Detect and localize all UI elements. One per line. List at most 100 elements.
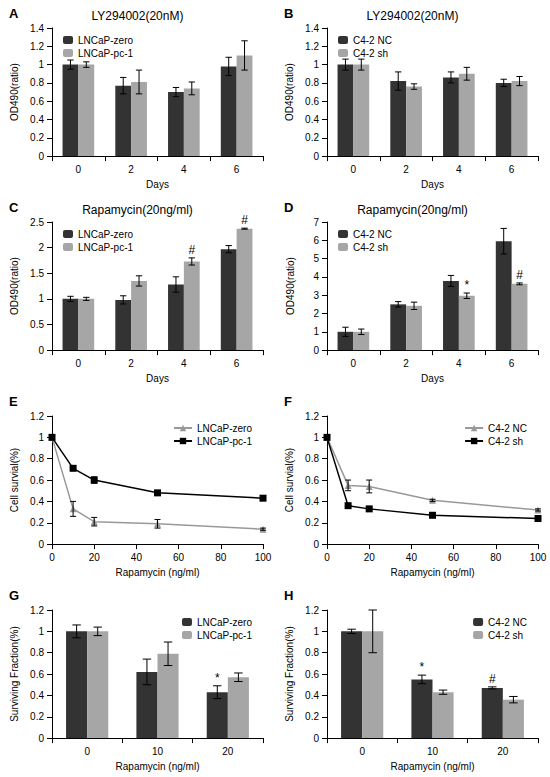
- svg-text:C4-2 NC: C4-2 NC: [353, 35, 392, 46]
- svg-text:1.2: 1.2: [30, 41, 44, 52]
- svg-text:6: 6: [313, 235, 319, 246]
- svg-text:C4-2 NC: C4-2 NC: [488, 617, 527, 628]
- svg-text:1: 1: [313, 326, 319, 337]
- svg-text:20: 20: [89, 552, 101, 563]
- svg-text:Days: Days: [146, 179, 169, 190]
- svg-text:#: #: [516, 268, 523, 282]
- svg-text:C4-2 sh: C4-2 sh: [488, 436, 523, 447]
- svg-text:40: 40: [406, 552, 418, 563]
- svg-text:6: 6: [234, 164, 240, 175]
- svg-text:Surviving Fraction(%): Surviving Fraction(%): [284, 626, 295, 722]
- svg-text:1: 1: [313, 59, 319, 70]
- svg-text:0.4: 0.4: [305, 690, 319, 701]
- svg-text:LNCaP-zero: LNCaP-zero: [78, 35, 133, 46]
- svg-text:1.2: 1.2: [305, 411, 319, 422]
- svg-text:0: 0: [351, 164, 357, 175]
- svg-text:LNCaP-pc-1: LNCaP-pc-1: [197, 436, 252, 447]
- svg-text:0.6: 0.6: [305, 669, 319, 680]
- svg-text:0: 0: [351, 358, 357, 369]
- svg-text:2: 2: [128, 358, 134, 369]
- svg-text:4: 4: [181, 164, 187, 175]
- svg-text:60: 60: [448, 552, 460, 563]
- svg-text:100: 100: [255, 552, 272, 563]
- svg-text:0: 0: [38, 733, 44, 744]
- svg-text:100: 100: [530, 552, 547, 563]
- svg-text:0.4: 0.4: [30, 690, 44, 701]
- svg-text:0: 0: [313, 539, 319, 550]
- svg-text:2.5: 2.5: [30, 217, 44, 228]
- svg-text:4: 4: [456, 358, 462, 369]
- svg-text:1.5: 1.5: [30, 268, 44, 279]
- svg-text:*: *: [420, 660, 425, 674]
- svg-text:LNCaP-pc-1: LNCaP-pc-1: [197, 630, 252, 641]
- svg-text:*: *: [215, 671, 220, 685]
- svg-text:0.4: 0.4: [305, 496, 319, 507]
- svg-text:Days: Days: [421, 179, 444, 190]
- svg-text:Rapamycin(20ng/ml): Rapamycin(20ng/ml): [82, 203, 193, 217]
- svg-text:Cell survial(%): Cell survial(%): [284, 448, 295, 512]
- svg-text:1: 1: [38, 293, 44, 304]
- svg-text:0: 0: [49, 552, 55, 563]
- svg-text:10: 10: [152, 746, 164, 757]
- svg-text:6: 6: [234, 358, 240, 369]
- svg-text:0.6: 0.6: [30, 475, 44, 486]
- svg-text:40: 40: [131, 552, 143, 563]
- svg-text:1.4: 1.4: [30, 23, 44, 34]
- svg-text:LY294002(20nM): LY294002(20nM): [367, 9, 459, 23]
- svg-text:1: 1: [38, 626, 44, 637]
- svg-text:4: 4: [181, 358, 187, 369]
- svg-text:7: 7: [313, 217, 319, 228]
- svg-text:Rapamycin (ng/ml): Rapamycin (ng/ml): [116, 761, 200, 772]
- svg-text:C: C: [9, 200, 19, 215]
- svg-text:*: *: [464, 278, 469, 292]
- svg-text:1.2: 1.2: [305, 41, 319, 52]
- svg-text:Rapamycin (ng/ml): Rapamycin (ng/ml): [391, 761, 475, 772]
- svg-text:2: 2: [38, 242, 44, 253]
- svg-text:0.8: 0.8: [305, 77, 319, 88]
- svg-text:2: 2: [313, 308, 319, 319]
- svg-text:1.4: 1.4: [305, 23, 319, 34]
- svg-text:4: 4: [313, 271, 319, 282]
- svg-text:OD490(ratio): OD490(ratio): [9, 63, 20, 121]
- svg-text:C4-2 sh: C4-2 sh: [488, 630, 523, 641]
- svg-text:0: 0: [359, 746, 365, 757]
- svg-text:80: 80: [215, 552, 227, 563]
- svg-text:0: 0: [76, 358, 82, 369]
- svg-text:80: 80: [490, 552, 502, 563]
- svg-text:1: 1: [38, 432, 44, 443]
- svg-text:Rapamycin(20ng/ml): Rapamycin(20ng/ml): [357, 203, 468, 217]
- svg-text:6: 6: [509, 358, 515, 369]
- svg-text:0: 0: [38, 151, 44, 162]
- svg-text:1: 1: [313, 432, 319, 443]
- svg-text:1.2: 1.2: [30, 605, 44, 616]
- svg-text:OD490(ratio): OD490(ratio): [9, 257, 20, 315]
- svg-text:0.2: 0.2: [30, 517, 44, 528]
- svg-text:0.8: 0.8: [30, 453, 44, 464]
- svg-text:LY294002(20nM): LY294002(20nM): [92, 9, 184, 23]
- svg-text:Days: Days: [146, 373, 169, 384]
- svg-text:C4-2 NC: C4-2 NC: [488, 423, 527, 434]
- svg-text:10: 10: [427, 746, 439, 757]
- svg-text:2: 2: [403, 358, 409, 369]
- svg-text:0.2: 0.2: [30, 711, 44, 722]
- svg-text:E: E: [9, 394, 18, 409]
- svg-text:0.4: 0.4: [30, 114, 44, 125]
- svg-text:Rapamycin (ng/ml): Rapamycin (ng/ml): [391, 567, 475, 578]
- svg-text:5: 5: [313, 253, 319, 264]
- svg-text:1.2: 1.2: [305, 605, 319, 616]
- svg-text:0.8: 0.8: [30, 647, 44, 658]
- svg-text:Rapamycin (ng/ml): Rapamycin (ng/ml): [116, 567, 200, 578]
- svg-text:LNCaP-zero: LNCaP-zero: [197, 617, 252, 628]
- svg-text:OD490(ratio): OD490(ratio): [284, 63, 295, 121]
- svg-text:0.6: 0.6: [30, 96, 44, 107]
- svg-text:2: 2: [128, 164, 134, 175]
- svg-text:Surviving Fraction(%): Surviving Fraction(%): [9, 626, 20, 722]
- svg-text:20: 20: [497, 746, 509, 757]
- svg-text:1: 1: [313, 626, 319, 637]
- svg-text:B: B: [284, 6, 293, 21]
- svg-text:0.8: 0.8: [305, 647, 319, 658]
- svg-text:0.6: 0.6: [305, 475, 319, 486]
- svg-text:LNCaP-zero: LNCaP-zero: [78, 229, 133, 240]
- svg-text:0.4: 0.4: [30, 496, 44, 507]
- svg-text:#: #: [489, 672, 496, 686]
